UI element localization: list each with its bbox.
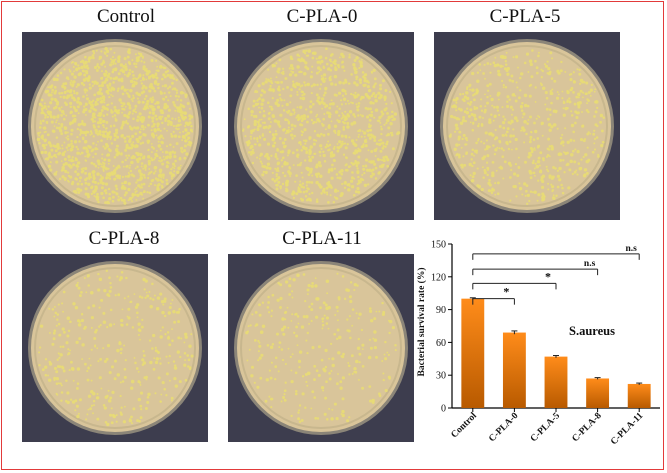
y-axis-label: Bacterial survival rate (%) <box>416 268 427 377</box>
petri-dish-c-pla-5 <box>434 32 620 220</box>
y-tick-label: 120 <box>431 272 446 283</box>
dish-inner-ring <box>446 45 608 207</box>
dish-inner-ring <box>240 267 402 429</box>
petri-dish-c-pla-0 <box>228 32 414 220</box>
dish-inner-ring <box>34 267 196 429</box>
bar-c-pla-5 <box>544 356 568 408</box>
bar-c-pla-8 <box>586 378 610 408</box>
petri-dish-c-pla-11 <box>228 254 414 442</box>
significance-label: * <box>503 285 509 299</box>
dish-agar <box>237 264 405 432</box>
bar-c-pla-11 <box>627 383 651 408</box>
colony-dots <box>448 49 605 205</box>
x-tick-label: C-PLA-0 <box>487 411 520 444</box>
panel-title-c-pla-5: C-PLA-5 <box>489 6 561 27</box>
significance-label: n.s <box>584 259 596 269</box>
y-tick-label: 90 <box>436 305 446 316</box>
survival-bar-chart: Bacterial survival rate (%) S.aureus 0 30… <box>416 240 660 447</box>
significance-label: * <box>545 269 551 283</box>
petri-dish-control <box>22 32 208 220</box>
bar-c-pla-0 <box>502 332 526 408</box>
x-tick-label: C-PLA-5 <box>529 411 562 444</box>
y-tick-label: 150 <box>431 240 446 251</box>
dish-inner-ring <box>240 45 402 207</box>
dish-inner-ring <box>34 45 196 207</box>
dish-agar <box>443 42 611 210</box>
panel-title-c-pla-8: C-PLA-8 <box>88 228 160 249</box>
y-tick-label: 0 <box>441 404 446 415</box>
panel-title-c-pla-0: C-PLA-0 <box>286 6 358 27</box>
panel-title-c-pla-11: C-PLA-11 <box>282 228 362 249</box>
significance-label: n.s <box>626 244 638 254</box>
bar-control <box>461 298 485 408</box>
dish-agar <box>31 264 199 432</box>
x-tick-label: C-PLA-8 <box>571 411 604 444</box>
panel-title-control: Control <box>96 6 156 27</box>
petri-dish-c-pla-8 <box>22 254 208 442</box>
annotation-organism: S.aureus <box>569 324 615 338</box>
x-tick-label: Control <box>450 411 480 441</box>
colony-dots <box>38 269 194 427</box>
x-tick-label: C-PLA-11 <box>609 411 645 447</box>
colony-dots <box>36 47 194 205</box>
y-tick-label: 60 <box>436 338 446 349</box>
colony-dots <box>245 272 397 423</box>
colony-dots <box>242 47 401 204</box>
y-tick-label: 30 <box>436 371 446 382</box>
